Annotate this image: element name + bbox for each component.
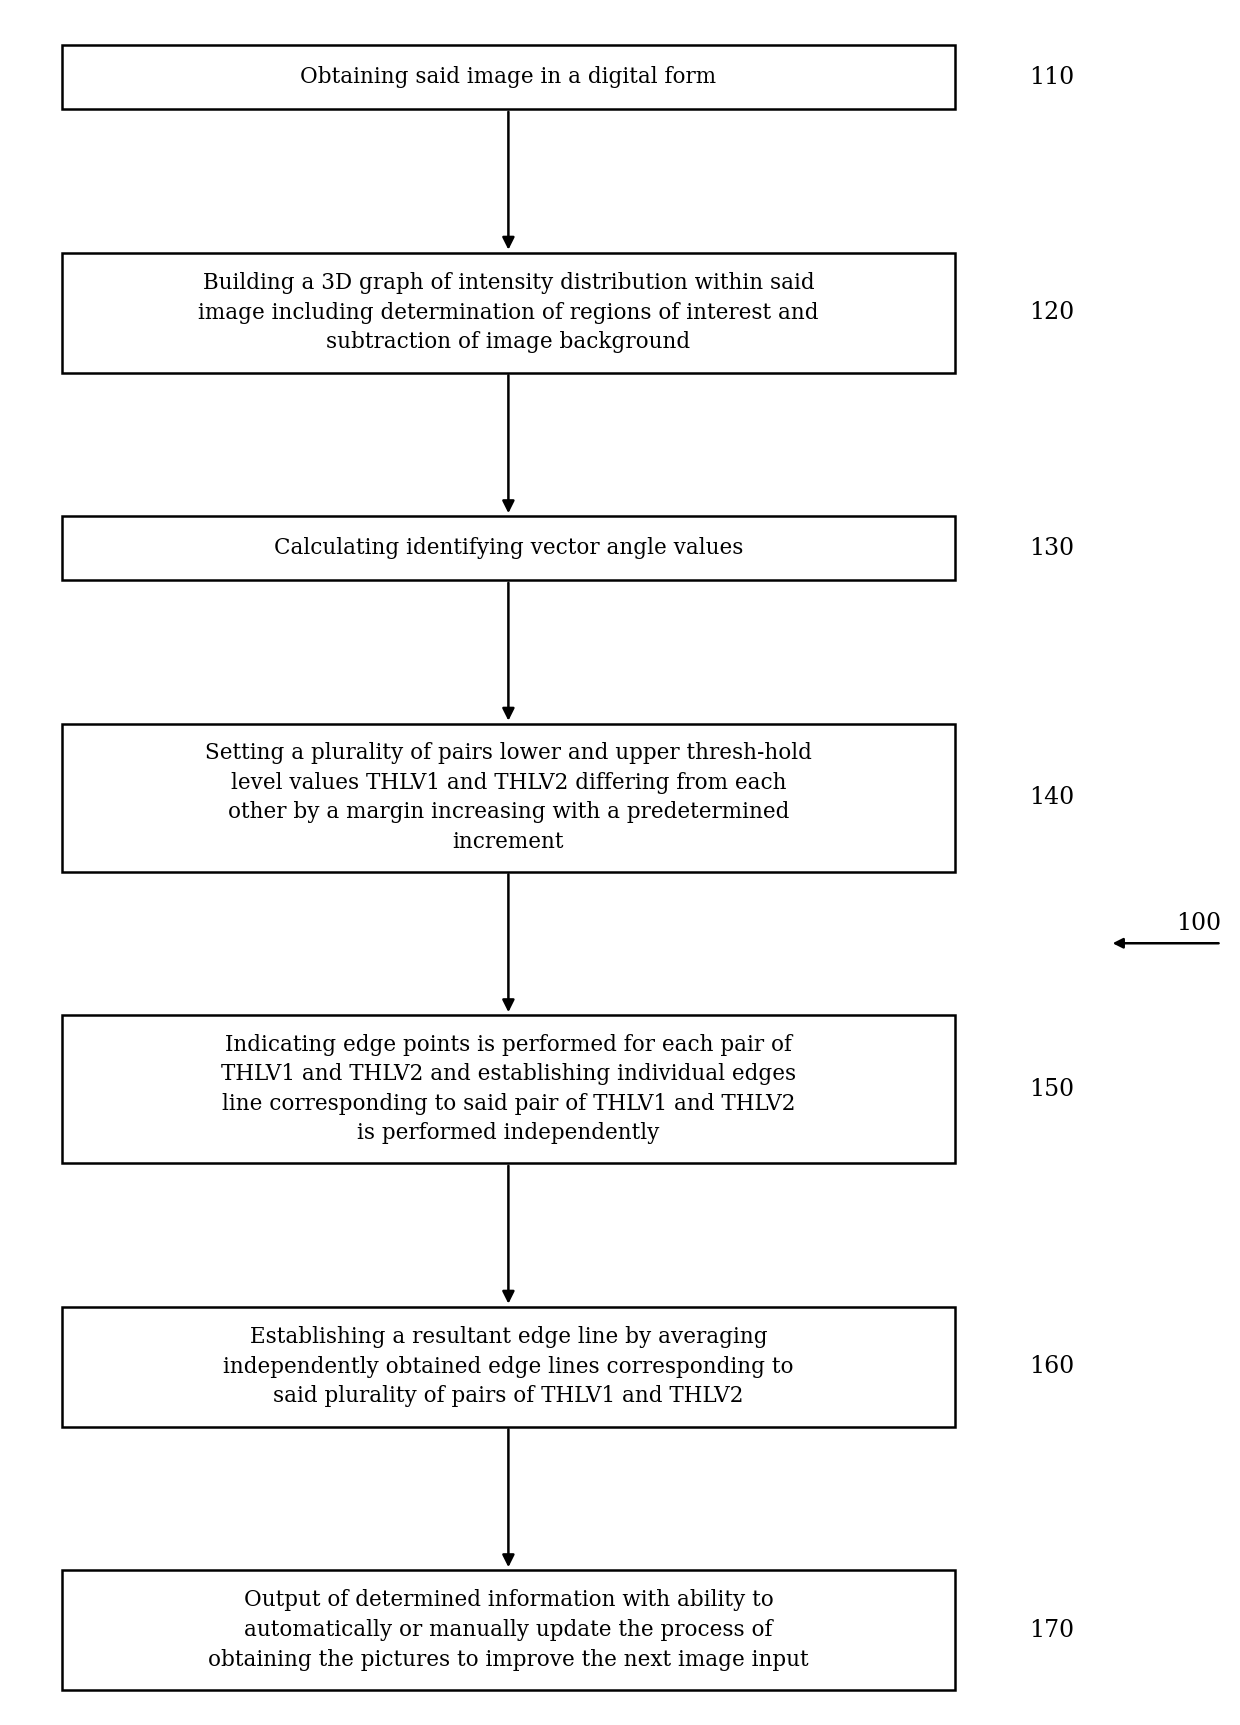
Bar	[62, 516, 955, 580]
Bar	[62, 1570, 955, 1690]
Text: 120: 120	[1029, 300, 1074, 324]
Text: 170: 170	[1029, 1618, 1074, 1642]
Text: Setting a plurality of pairs lower and upper thresh-hold
level values THLV1 and : Setting a plurality of pairs lower and u…	[205, 742, 812, 852]
Text: Establishing a resultant edge line by averaging
independently obtained edge line: Establishing a resultant edge line by av…	[223, 1327, 794, 1408]
Bar	[62, 1306, 955, 1427]
Bar	[62, 252, 955, 373]
Bar	[62, 1014, 955, 1163]
Text: 150: 150	[1029, 1078, 1074, 1101]
Text: 130: 130	[1029, 536, 1074, 559]
Bar	[62, 45, 955, 109]
Text: 100: 100	[1177, 913, 1221, 935]
Text: 140: 140	[1029, 787, 1074, 809]
Text: 110: 110	[1029, 66, 1074, 88]
Bar	[62, 723, 955, 871]
Text: Output of determined information with ability to
automatically or manually updat: Output of determined information with ab…	[208, 1589, 808, 1670]
Text: Indicating edge points is performed for each pair of
THLV1 and THLV2 and establi: Indicating edge points is performed for …	[221, 1033, 796, 1144]
Text: Building a 3D graph of intensity distribution within said
image including determ: Building a 3D graph of intensity distrib…	[198, 273, 818, 354]
Text: 160: 160	[1029, 1356, 1074, 1378]
Text: Obtaining said image in a digital form: Obtaining said image in a digital form	[300, 66, 717, 88]
Text: Calculating identifying vector angle values: Calculating identifying vector angle val…	[274, 536, 743, 559]
